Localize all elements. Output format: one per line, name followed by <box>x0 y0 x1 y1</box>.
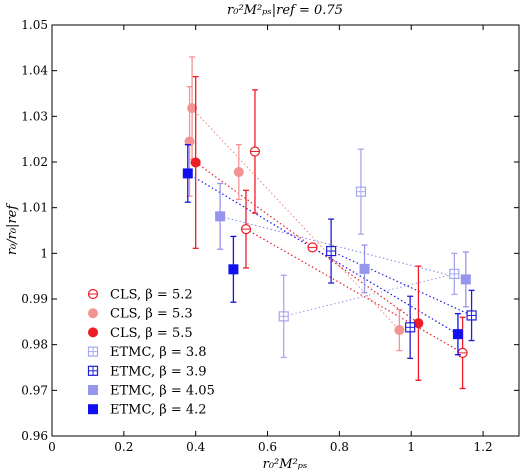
data-point <box>215 211 226 222</box>
data-point <box>394 325 405 336</box>
legend-marker <box>88 327 98 338</box>
plot-frame <box>51 24 520 437</box>
x-tick-label: 0.8 <box>330 440 349 454</box>
data-point <box>187 103 198 114</box>
legend-label: ETMC, β = 4.2 <box>110 403 207 418</box>
data-point <box>460 274 471 285</box>
plot-area: 0 0.2 0.4 0.6 0.8 1 1.2 0.96 0.97 0.98 0.99 1 1.01 1… <box>21 18 520 454</box>
legend-label: CLS, β = 5.5 <box>110 326 193 341</box>
fit-line <box>283 273 455 317</box>
fit-line <box>195 161 419 324</box>
legend-label: CLS, β = 5.2 <box>110 288 193 303</box>
y-tick-label: 0.97 <box>21 383 48 397</box>
y-axis-title: r₀/r₀|ref <box>5 203 20 256</box>
x-tick-label: 0.2 <box>114 440 133 454</box>
y-tick-label: 0.98 <box>21 338 48 352</box>
y-axis: 0.96 0.97 0.98 0.99 1 1.01 1.02 1.03 1.04 1.05 <box>21 18 519 443</box>
data-point <box>182 168 193 179</box>
data-point <box>359 263 370 274</box>
y-tick-label: 1.05 <box>21 18 48 32</box>
legend-marker <box>88 308 98 319</box>
fit-lines <box>187 107 472 354</box>
y-tick-label: 0.96 <box>21 429 48 443</box>
data-point <box>233 167 244 178</box>
data-point <box>413 318 424 329</box>
legend-marker <box>88 385 98 395</box>
legend-label: CLS, β = 5.3 <box>110 307 193 322</box>
fit-line <box>187 172 459 335</box>
x-axis: 0 0.2 0.4 0.6 0.8 1 1.2 <box>48 25 493 454</box>
x-tick-label: 1 <box>407 440 415 454</box>
y-tick-label: 0.99 <box>21 292 48 306</box>
y-tick-label: 1.01 <box>21 201 48 215</box>
data-point <box>228 264 239 275</box>
y-tick-label: 1.04 <box>21 64 48 78</box>
data-point <box>190 157 201 168</box>
y-tick-label: 1 <box>40 246 48 260</box>
fit-line <box>245 228 463 354</box>
chart-title: r₀²M²ₚₛ|ref = 0.75 <box>227 3 343 18</box>
y-tick-label: 1.02 <box>21 155 48 169</box>
fit-line <box>330 250 472 316</box>
x-tick-label: 0.6 <box>258 440 277 454</box>
legend-label: ETMC, β = 3.9 <box>110 364 207 379</box>
legend-marker <box>88 404 98 415</box>
x-tick-label: 0 <box>48 440 56 454</box>
data-point <box>452 329 463 340</box>
legend-label: ETMC, β = 4.05 <box>110 384 215 399</box>
y-tick-label: 1.03 <box>21 109 48 123</box>
x-axis-title: r₀²M²ₚₛ <box>263 457 308 472</box>
data-markers <box>182 56 477 390</box>
x-tick-label: 0.4 <box>186 440 205 454</box>
legend-label: ETMC, β = 3.8 <box>110 345 207 360</box>
x-tick-label: 1.2 <box>474 440 493 454</box>
legend: CLS, β = 5.2 CLS, β = 5.3 CLS, β = 5.5 ETMC… <box>87 288 215 418</box>
